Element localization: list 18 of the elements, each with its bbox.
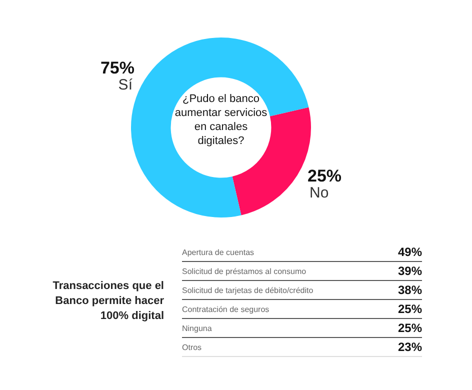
category-label: Solicitud de tarjetas de débito/crédito	[182, 286, 314, 294]
data-label: 75%	[100, 58, 134, 78]
data-label: 25%	[308, 166, 342, 186]
slice-label: Sí	[118, 76, 134, 94]
category-label: Contratación de seguros	[182, 304, 270, 314]
slice-label: No	[310, 184, 329, 202]
text: 25%	[398, 321, 422, 335]
text: ¿Pudo el banco aumentar servicios en canales digitales?	[174, 92, 268, 148]
category-label: Apertura de cuentas	[182, 248, 254, 256]
category-label: Ninguna	[182, 324, 212, 332]
category-label: Solicitud de préstamos al consumo	[182, 266, 306, 276]
text: Transacciones que el Banco permite hacer 100% digital	[52, 279, 164, 324]
text: 38%	[398, 283, 422, 297]
text: 25%	[398, 302, 422, 316]
text: 49%	[398, 245, 422, 259]
text: 23%	[398, 340, 422, 354]
category-label: Otros	[182, 342, 202, 352]
text: 39%	[398, 264, 422, 278]
